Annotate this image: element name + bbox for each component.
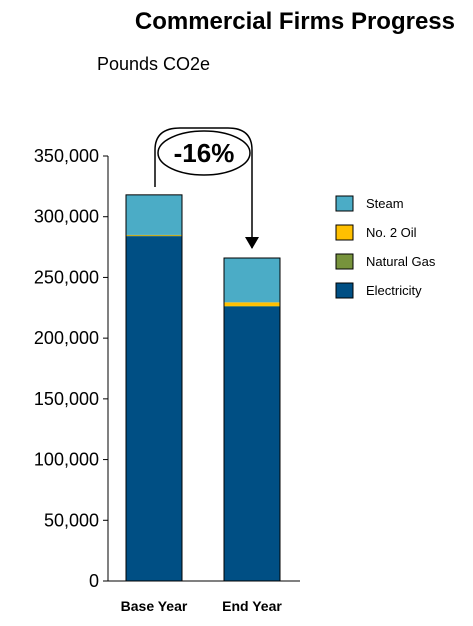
bar-segment-natural-gas [126,235,182,237]
bar-segment-electricity [126,236,182,581]
legend-label: Natural Gas [366,254,436,269]
y-tick-label: 350,000 [34,146,99,166]
annotation-arrowhead [245,237,259,249]
y-tick-label: 200,000 [34,328,99,348]
legend-swatch [335,282,354,299]
bar-segment-steam [126,194,182,235]
bar-segment-natural-gas [224,305,280,307]
annotation-connector [154,127,253,248]
legend-swatch [335,224,354,241]
axes: 0 50,000 100,000 150,000 200,000 250,000 300,0… [34,146,300,591]
x-category-label: Base Year [121,598,188,614]
legend-swatch [335,253,354,270]
legend-label: No. 2 Oil [366,225,417,240]
y-tick-label: 50,000 [44,510,99,530]
bar-outline [125,194,183,582]
bars: Base Year End Year [121,194,282,614]
x-category-label: End Year [222,598,282,614]
bar-segment-no-2-oil [126,234,182,236]
bar-segment-steam [224,258,280,303]
annotation-bubble [157,130,251,176]
legend: Steam No. 2 Oil Natural Gas Electricity [335,195,436,299]
legend-label: Electricity [366,283,422,298]
bar-segment-electricity [224,306,280,581]
legend-swatch [335,195,354,212]
y-tick-label: 100,000 [34,450,99,470]
y-tick-label: 250,000 [34,267,99,287]
percent-change-label: -16% [174,138,235,168]
y-tick-label: 0 [89,571,99,591]
legend-label: Steam [366,196,404,211]
change-annotation: -16% [154,127,259,249]
y-tick-label: 150,000 [34,389,99,409]
chart-subtitle: Pounds CO2e [97,54,211,74]
bar-segment-no-2-oil [224,302,280,306]
y-tick-label: 300,000 [34,207,99,227]
chart-title: Commercial Firms Progress [134,8,455,35]
bar-outline [223,257,281,582]
